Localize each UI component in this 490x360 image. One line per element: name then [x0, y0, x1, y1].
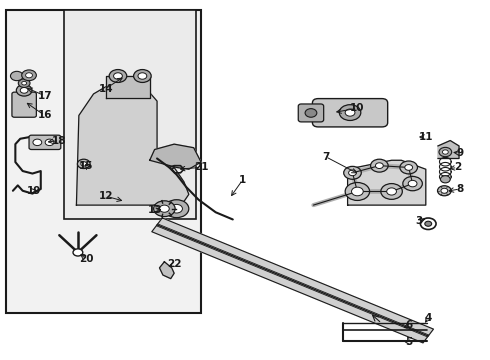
- Polygon shape: [150, 144, 201, 169]
- Text: 14: 14: [98, 84, 113, 94]
- Text: 19: 19: [27, 186, 41, 196]
- Circle shape: [345, 109, 355, 116]
- Text: 22: 22: [167, 259, 181, 269]
- Circle shape: [159, 205, 169, 212]
- Text: 15: 15: [79, 161, 94, 171]
- Circle shape: [18, 79, 30, 87]
- Circle shape: [441, 188, 448, 193]
- Polygon shape: [159, 262, 174, 279]
- Circle shape: [45, 139, 54, 145]
- Circle shape: [370, 159, 388, 172]
- Text: 16: 16: [37, 111, 52, 121]
- Circle shape: [375, 163, 383, 168]
- Circle shape: [420, 218, 436, 229]
- Circle shape: [109, 69, 127, 82]
- Circle shape: [381, 184, 402, 199]
- Text: 7: 7: [322, 152, 329, 162]
- Circle shape: [20, 87, 28, 93]
- Circle shape: [138, 73, 147, 79]
- Circle shape: [441, 176, 450, 183]
- Circle shape: [22, 70, 36, 81]
- Bar: [64, 10, 196, 220]
- Circle shape: [10, 71, 23, 81]
- Circle shape: [400, 161, 417, 174]
- Circle shape: [134, 69, 151, 82]
- Circle shape: [425, 221, 432, 226]
- Circle shape: [305, 109, 317, 117]
- Text: 12: 12: [98, 191, 113, 201]
- Text: 5: 5: [405, 337, 412, 347]
- Circle shape: [351, 187, 363, 196]
- Circle shape: [114, 73, 122, 79]
- Circle shape: [345, 183, 369, 201]
- Circle shape: [339, 105, 361, 121]
- Text: 11: 11: [418, 132, 433, 142]
- Text: 1: 1: [239, 175, 246, 185]
- FancyBboxPatch shape: [298, 104, 324, 122]
- Bar: [5, 10, 201, 313]
- Polygon shape: [106, 76, 150, 98]
- Circle shape: [16, 85, 32, 96]
- Circle shape: [77, 159, 90, 168]
- Circle shape: [25, 73, 32, 78]
- FancyBboxPatch shape: [29, 135, 61, 149]
- Text: 21: 21: [194, 162, 208, 172]
- Polygon shape: [438, 140, 459, 158]
- Circle shape: [33, 139, 42, 145]
- Polygon shape: [152, 218, 434, 343]
- Circle shape: [171, 204, 182, 213]
- Polygon shape: [347, 160, 426, 205]
- Text: 4: 4: [424, 313, 432, 323]
- Text: 20: 20: [79, 254, 94, 264]
- Circle shape: [348, 170, 356, 176]
- Circle shape: [403, 176, 422, 191]
- Circle shape: [405, 165, 413, 170]
- Circle shape: [343, 166, 361, 179]
- Text: 3: 3: [415, 216, 422, 226]
- Circle shape: [408, 180, 417, 187]
- Text: 17: 17: [37, 91, 52, 101]
- Circle shape: [439, 147, 452, 157]
- Circle shape: [81, 162, 87, 166]
- Circle shape: [164, 200, 189, 218]
- Circle shape: [73, 249, 83, 256]
- Circle shape: [438, 186, 451, 196]
- Circle shape: [442, 150, 448, 154]
- Text: 9: 9: [456, 148, 464, 158]
- Text: 10: 10: [350, 103, 365, 113]
- Circle shape: [387, 188, 396, 195]
- Text: 13: 13: [147, 206, 162, 216]
- FancyBboxPatch shape: [313, 99, 388, 127]
- Text: 2: 2: [454, 162, 461, 172]
- Text: 18: 18: [52, 136, 67, 145]
- Polygon shape: [76, 80, 189, 205]
- FancyBboxPatch shape: [12, 92, 36, 117]
- Text: 8: 8: [456, 184, 464, 194]
- Circle shape: [22, 81, 26, 85]
- Text: 6: 6: [405, 320, 412, 330]
- Circle shape: [154, 201, 175, 217]
